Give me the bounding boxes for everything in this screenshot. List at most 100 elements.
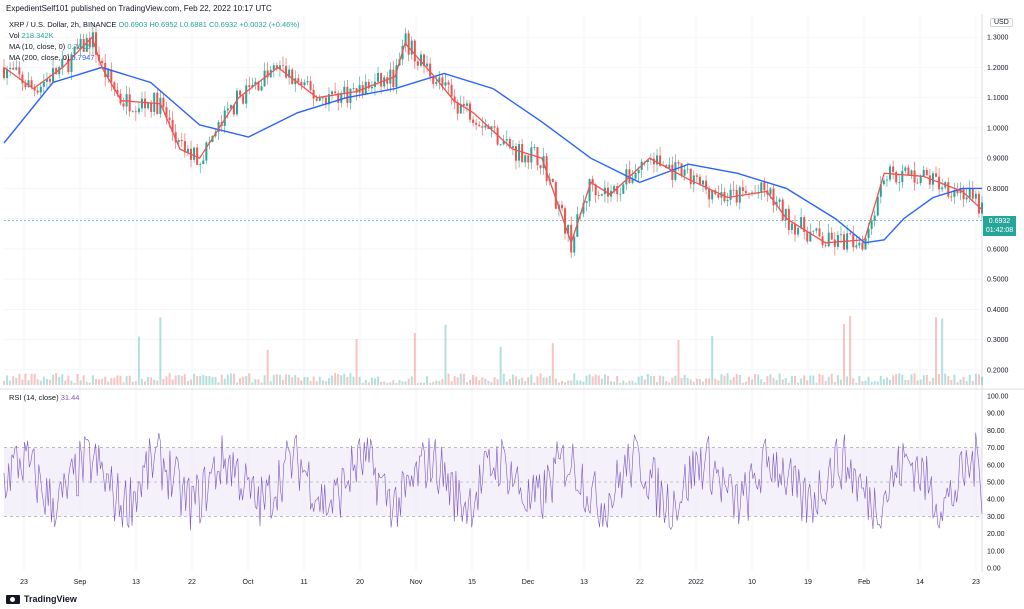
volume-bar bbox=[659, 375, 662, 385]
volume-bar bbox=[125, 376, 128, 385]
volume-bar bbox=[410, 376, 413, 385]
candle-body bbox=[680, 163, 683, 176]
volume-bar bbox=[741, 382, 744, 385]
candle-body bbox=[613, 186, 616, 191]
volume-bar bbox=[882, 379, 885, 385]
volume-bar bbox=[536, 376, 539, 385]
volume-bar bbox=[953, 374, 956, 385]
rsi-tick-label: 30.00 bbox=[987, 514, 1005, 521]
volume-bar bbox=[168, 373, 171, 385]
volume-bar bbox=[465, 382, 468, 385]
volume-bar bbox=[631, 380, 634, 385]
legend-symbol-row[interactable]: XRP / U.S. Dollar, 2h, BINANCE O0.6903 H… bbox=[9, 19, 299, 30]
candle-body bbox=[48, 78, 51, 82]
volume-bar bbox=[511, 374, 514, 385]
volume-bar bbox=[962, 377, 965, 385]
volume-bar bbox=[177, 375, 180, 385]
volume-bar bbox=[668, 382, 671, 385]
candle-body bbox=[879, 184, 882, 197]
candle-body bbox=[107, 69, 110, 78]
candle-body bbox=[625, 169, 628, 185]
volume-bar bbox=[977, 374, 980, 385]
candle-body bbox=[162, 97, 165, 108]
volume-bar bbox=[505, 381, 508, 385]
volume-bar bbox=[864, 380, 867, 385]
volume-bar bbox=[726, 373, 729, 385]
volume-bar bbox=[30, 373, 33, 385]
candle-body bbox=[30, 80, 33, 88]
volume-bar bbox=[554, 378, 557, 385]
rsi-axis[interactable]: 0.00 10.00 20.00 30.00 40.00 50.00 60.00 70.00 8… bbox=[987, 394, 1009, 573]
candle-body bbox=[677, 162, 680, 164]
volume-bar bbox=[683, 374, 686, 385]
legend-ma200-row: MA (200, close, 0) 0.7947 bbox=[9, 52, 299, 63]
volume-bar bbox=[79, 380, 82, 385]
volume-bar bbox=[248, 373, 251, 385]
ma200-line bbox=[3, 66, 982, 244]
candle-body bbox=[560, 204, 563, 209]
candle-body bbox=[711, 190, 714, 200]
time-axis[interactable]: 23 Sep 13 22 Oct 11 20 Nov 15 Dec 13 22 2022 10 19 Feb 1… bbox=[20, 579, 980, 586]
candle-body bbox=[950, 196, 953, 198]
candle-body bbox=[168, 117, 171, 120]
price-tick-label: 0.5000 bbox=[987, 277, 1009, 284]
candle-body bbox=[352, 88, 355, 90]
candle-body bbox=[73, 46, 76, 55]
candle-body bbox=[275, 65, 278, 70]
volume-bar bbox=[128, 375, 131, 385]
tradingview-logo[interactable]: TradingView bbox=[6, 594, 77, 604]
candle-body bbox=[597, 195, 600, 196]
candle-body bbox=[646, 159, 649, 163]
candle-body bbox=[977, 193, 980, 214]
candle-body bbox=[3, 67, 5, 79]
volume-bar bbox=[214, 376, 217, 385]
volume-bar bbox=[922, 375, 925, 385]
candle-body bbox=[806, 231, 809, 242]
candle-body bbox=[812, 230, 815, 232]
currency-badge[interactable]: USD bbox=[990, 18, 1013, 27]
candle-body bbox=[79, 38, 82, 50]
price-tick-label: 0.8000 bbox=[987, 186, 1009, 193]
candle-body bbox=[818, 228, 821, 237]
volume-bar bbox=[269, 381, 272, 385]
volume-bar bbox=[58, 377, 61, 385]
time-tick-label: 22 bbox=[188, 579, 196, 586]
time-tick-label: Oct bbox=[243, 579, 254, 586]
volume-bar bbox=[190, 379, 193, 385]
candle-body bbox=[27, 80, 30, 88]
volume-bar bbox=[303, 376, 306, 385]
time-tick-label: Nov bbox=[410, 579, 423, 586]
volume-bar bbox=[260, 382, 263, 385]
candle-body bbox=[913, 170, 916, 183]
volume-bar bbox=[226, 374, 229, 385]
volume-bar bbox=[919, 379, 922, 385]
candle-body bbox=[686, 168, 689, 170]
candle-body bbox=[876, 196, 879, 216]
candle-body bbox=[953, 190, 956, 197]
time-tick-label: 20 bbox=[356, 579, 364, 586]
price-axis[interactable]: 0.20000.30000.40000.50000.60000.70000.80… bbox=[987, 35, 1009, 375]
candle-body bbox=[974, 193, 977, 199]
volume-bar bbox=[453, 376, 456, 385]
candle-body bbox=[793, 223, 796, 235]
candle-body bbox=[116, 89, 119, 94]
symbol-label[interactable]: XRP / U.S. Dollar, 2h, BINANCE bbox=[9, 20, 117, 29]
volume-bar bbox=[134, 381, 137, 385]
volume-bar bbox=[665, 381, 668, 385]
volume-bar bbox=[55, 373, 58, 385]
volume-bar bbox=[315, 381, 318, 385]
candle-body bbox=[309, 81, 312, 90]
volume-bar bbox=[137, 336, 140, 385]
volume-bar bbox=[349, 373, 352, 385]
rsi-tick-label: 90.00 bbox=[987, 411, 1005, 418]
candle-body bbox=[873, 215, 876, 221]
candle-body bbox=[205, 142, 208, 161]
time-tick-label: 13 bbox=[132, 579, 140, 586]
volume-bar bbox=[104, 376, 107, 385]
volume-bar bbox=[469, 379, 472, 385]
volume-bar bbox=[671, 377, 674, 385]
volume-bar bbox=[508, 378, 511, 385]
candle-body bbox=[67, 59, 70, 73]
volume-bar bbox=[821, 375, 824, 385]
